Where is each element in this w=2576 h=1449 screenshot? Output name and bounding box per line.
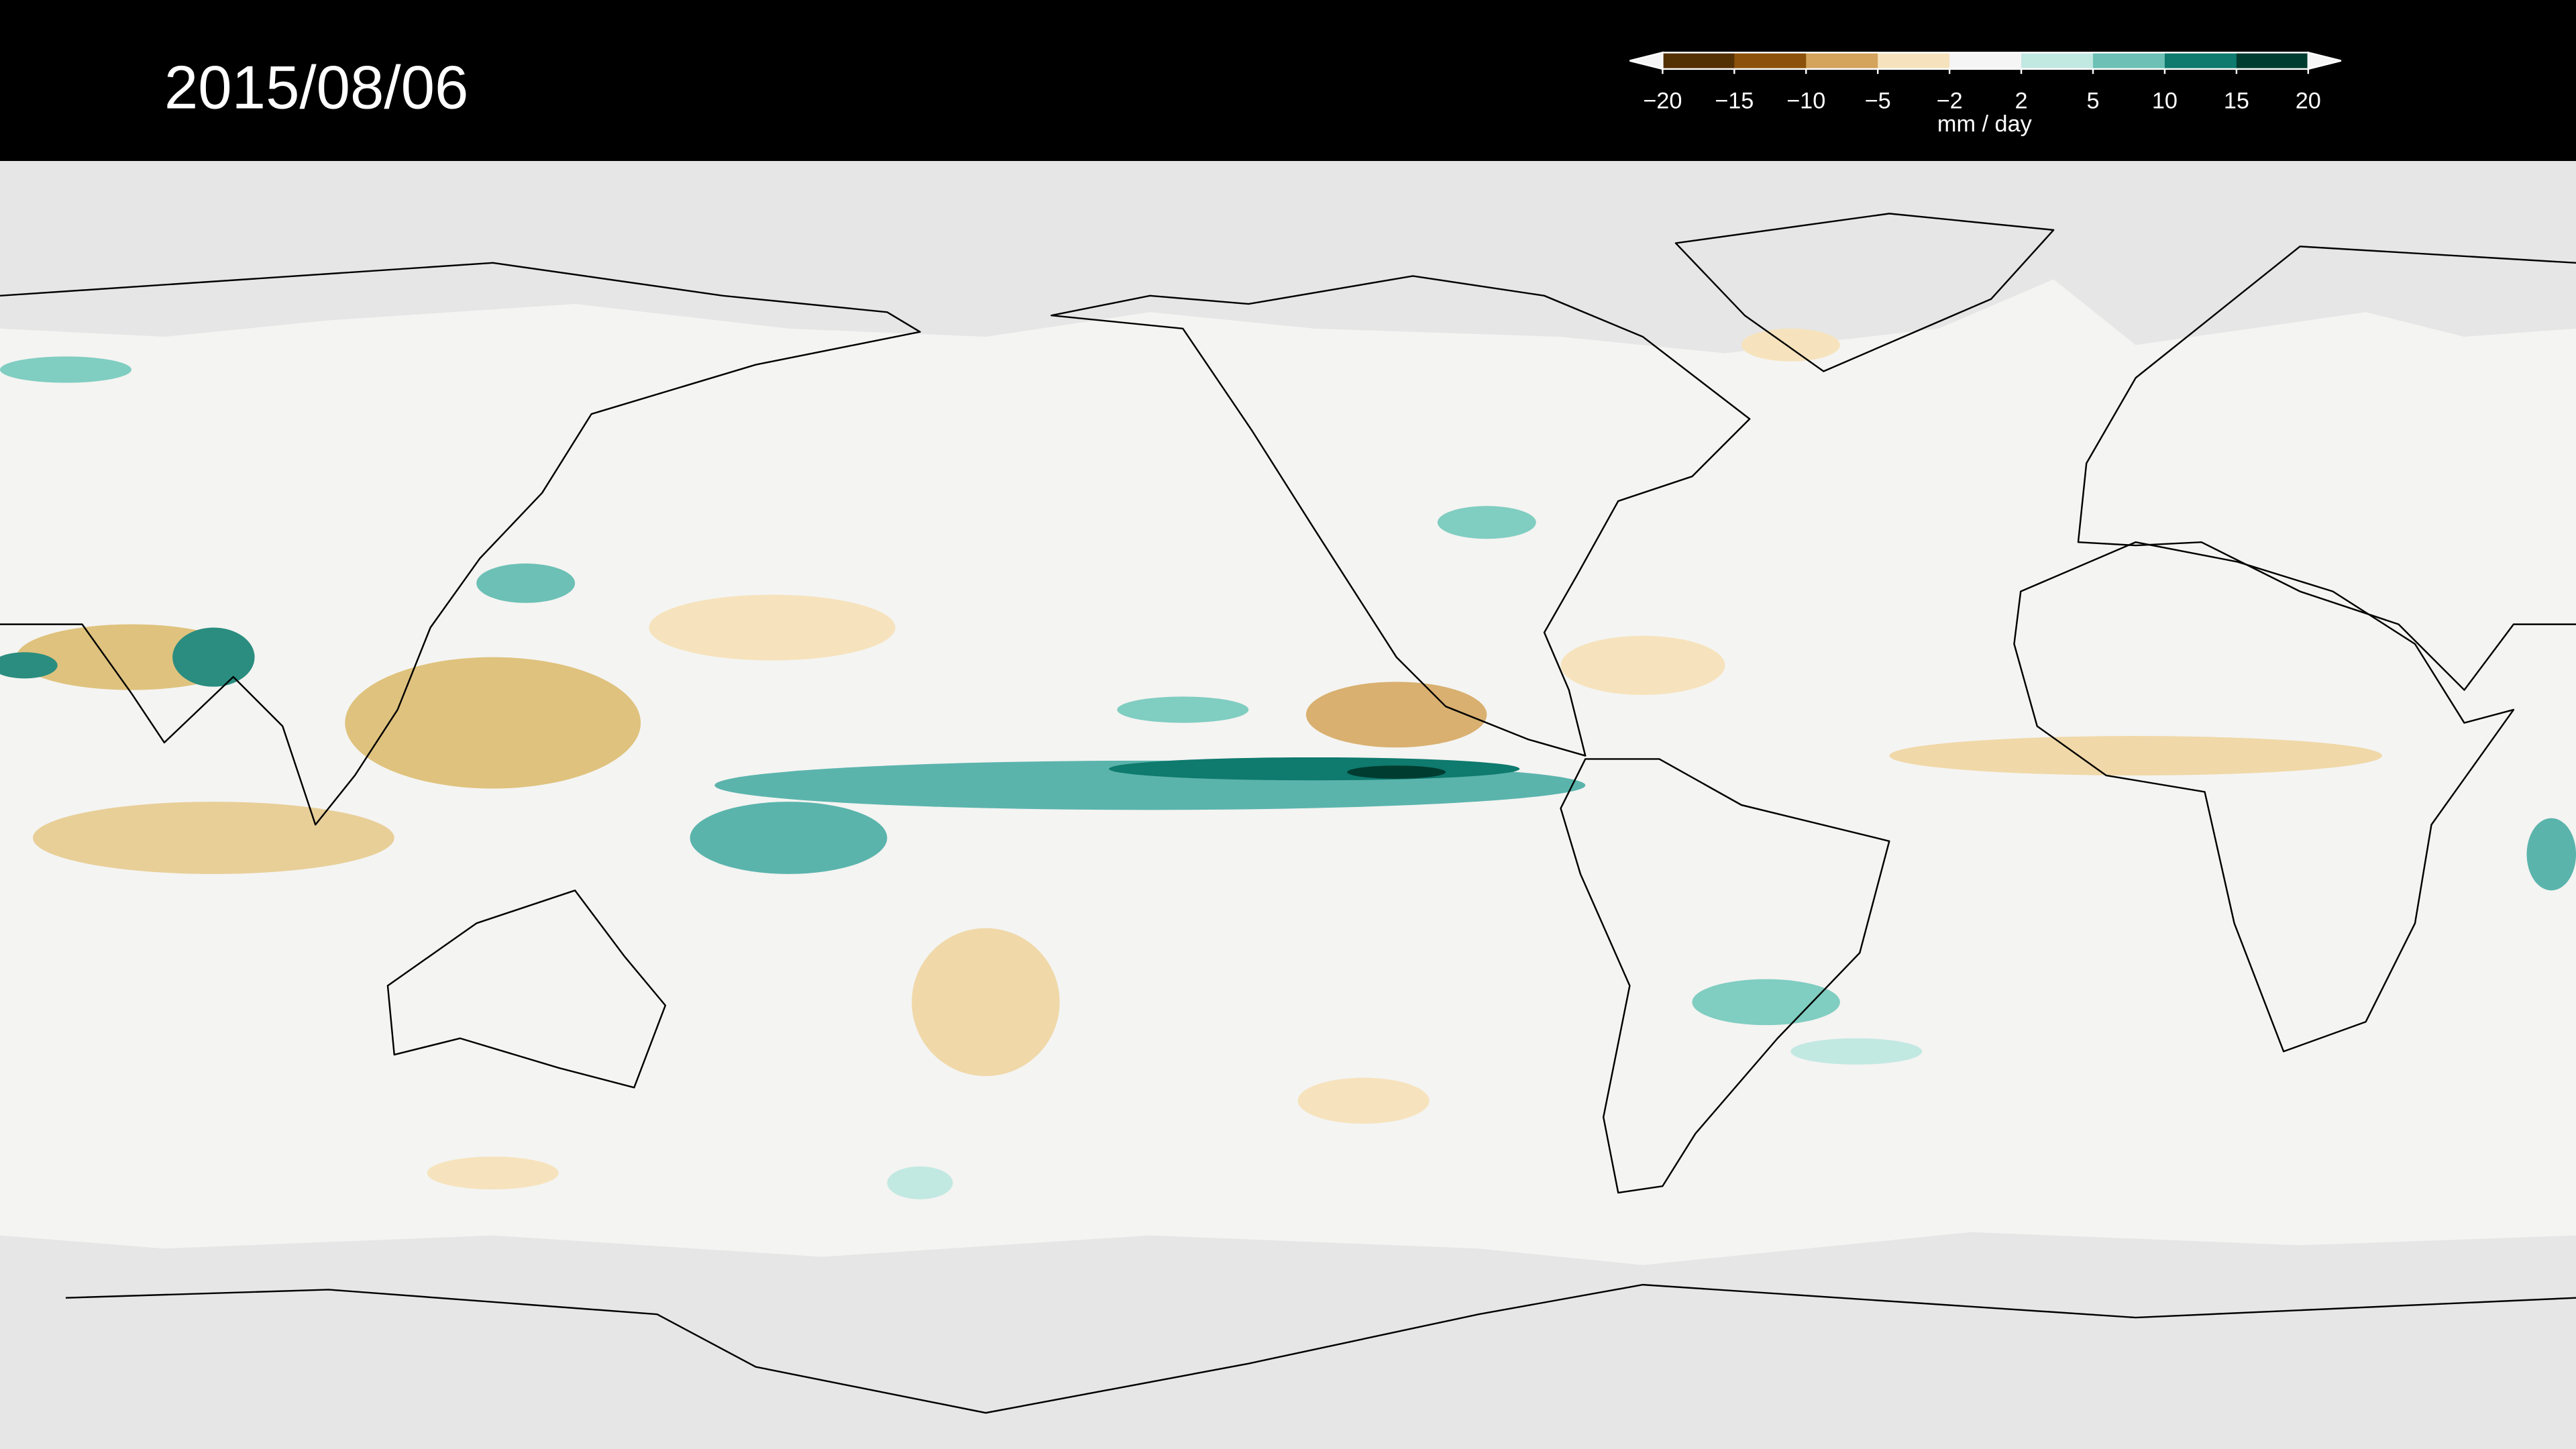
- africa: [2013, 541, 2515, 1053]
- colorbar-unit: mm / day: [1937, 111, 2033, 137]
- date-label: 2015/08/06: [164, 54, 469, 122]
- dry-anomaly: [912, 928, 1060, 1077]
- colorbar-frame: [1662, 52, 2310, 70]
- dry-anomaly: [649, 594, 896, 661]
- dry-anomaly: [1889, 736, 2383, 775]
- dry-anomaly: [32, 802, 394, 874]
- colorbar-tick-label: −15: [1715, 89, 1754, 114]
- wet-anomaly: [1109, 757, 1520, 781]
- wet-anomaly: [1117, 696, 1249, 723]
- coastlines: [0, 213, 2576, 1414]
- colorbar-tick-label: 20: [2296, 89, 2321, 114]
- north-america: [1051, 275, 1751, 757]
- colorbar-segment: [1806, 52, 1878, 69]
- colorbar: −20 −15 −10 −5 −2 2 5 10 15 20: [1629, 51, 2342, 114]
- wet-anomaly: [1790, 1038, 1923, 1065]
- wet-anomaly: [172, 627, 255, 687]
- colorbar-tick-label: 2: [2015, 89, 2028, 114]
- colorbar-segment: [1878, 52, 1950, 69]
- wet-anomaly: [2526, 818, 2576, 891]
- dry-anomaly: [1297, 1077, 1430, 1124]
- wet-anomaly: [476, 564, 576, 603]
- colorbar-tick-label: −2: [1937, 89, 1963, 114]
- eurasia-east: [2077, 246, 2576, 691]
- colorbar-segment: [2021, 52, 2094, 69]
- dry-anomaly: [1305, 682, 1487, 748]
- colorbar-segment: [1949, 52, 2022, 69]
- dry-anomaly: [1741, 328, 1840, 362]
- colorbar-segment: [1734, 52, 1807, 69]
- colorbar-segment: [1662, 52, 1735, 69]
- dry-anomaly: [1560, 635, 1725, 695]
- wet-anomaly: [1437, 506, 1536, 539]
- colorbar-tick-label: 15: [2224, 89, 2249, 114]
- wet-anomaly: [887, 1166, 953, 1199]
- wet-anomaly: [0, 356, 131, 383]
- map: [0, 161, 2576, 1449]
- dry-anomaly: [427, 1157, 559, 1190]
- australia: [386, 890, 667, 1089]
- colorbar-tick-label: −5: [1865, 89, 1891, 114]
- colorbar-tick-label: 10: [2152, 89, 2178, 114]
- dry-anomaly: [345, 657, 641, 789]
- antarctica: [65, 1283, 2576, 1414]
- polar-mask-south: [0, 1232, 2576, 1449]
- wet-anomaly: [690, 802, 888, 874]
- header-bar: [0, 0, 2576, 161]
- wet-anomaly: [1347, 765, 1446, 779]
- eurasia-west: [0, 262, 921, 826]
- wet-anomaly: [1692, 979, 1840, 1026]
- colorbar-tick-label: 5: [2086, 89, 2099, 114]
- colorbar-tick-label: −20: [1643, 89, 1682, 114]
- polar-mask-north: [0, 161, 2576, 354]
- colorbar-segment: [2093, 52, 2165, 69]
- colorbar-segment: [2236, 52, 2309, 69]
- greenland: [1674, 213, 2055, 372]
- south-america: [1560, 758, 1890, 1194]
- precip-anomalies: [0, 328, 2576, 1199]
- colorbar-tick-label: −10: [1786, 89, 1825, 114]
- colorbar-segment: [2164, 52, 2237, 69]
- wet-anomaly: [0, 652, 58, 679]
